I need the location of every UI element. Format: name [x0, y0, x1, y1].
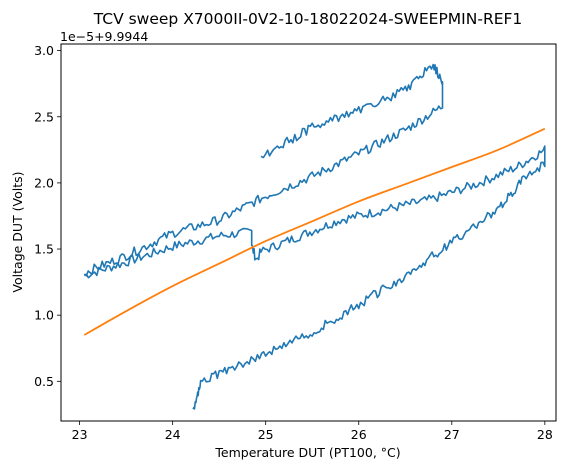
y-tick-label: 1.5: [34, 242, 54, 257]
fit-series-line: [83, 127, 546, 336]
y-offset-text: 1e−5+9.9944: [60, 29, 148, 44]
y-tick-label: 0.5: [34, 374, 54, 389]
y-tick-label: 1.0: [34, 308, 54, 323]
x-tick-label: 25: [258, 427, 274, 442]
plot-area: [83, 63, 546, 410]
x-tick-label: 24: [165, 427, 181, 442]
measured-series-line: [83, 63, 444, 277]
x-tick-label: 27: [444, 427, 460, 442]
y-axis-label: Voltage DUT (Volts): [10, 171, 25, 292]
x-tick-label: 28: [537, 427, 553, 442]
plot-frame: [60, 43, 557, 422]
x-axis-ticks: 23 24 25 26 27 28: [72, 421, 553, 442]
x-axis-label: Temperature DUT (PT100, °C): [214, 445, 400, 460]
x-tick-label: 23: [72, 427, 88, 442]
y-tick-label: 2.5: [34, 109, 54, 124]
x-tick-label: 26: [351, 427, 367, 442]
y-axis-ticks: 0.5 1.0 1.5 2.0 2.5 3.0: [34, 43, 61, 389]
measured-series-line: [83, 145, 546, 410]
y-tick-label: 3.0: [34, 43, 54, 58]
y-tick-label: 2.0: [34, 175, 54, 190]
chart-title: TCV sweep X7000II-0V2-10-18022024-SWEEPM…: [93, 10, 523, 28]
